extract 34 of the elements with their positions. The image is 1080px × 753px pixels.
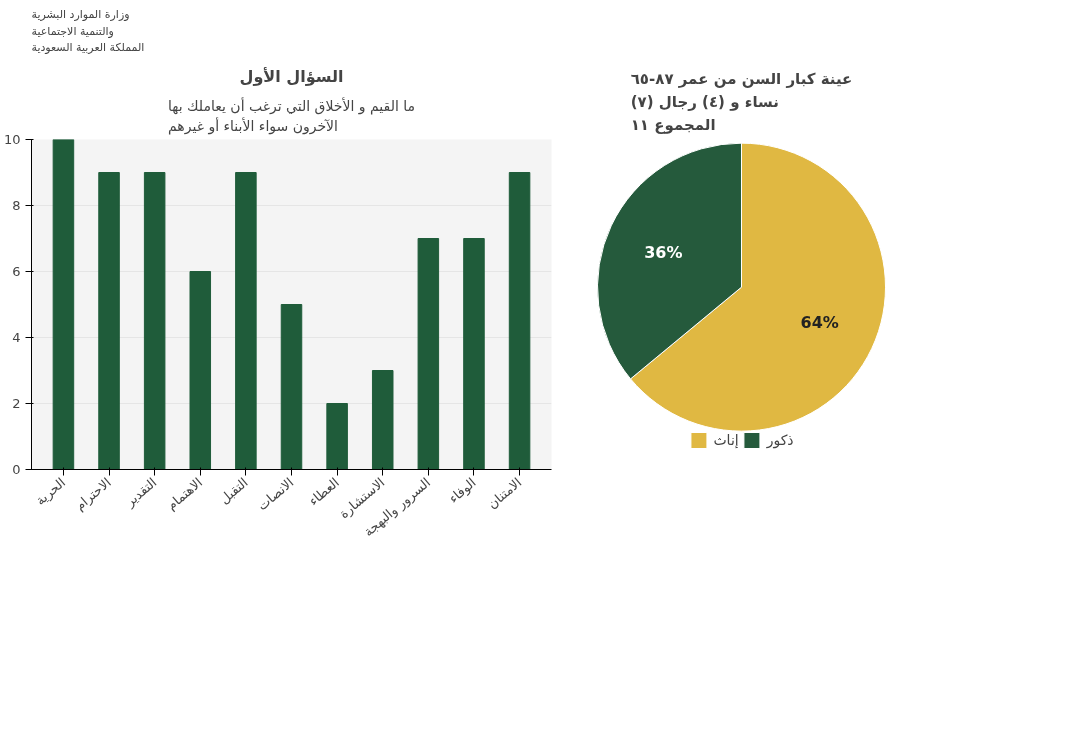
bar bbox=[52, 139, 75, 470]
y-tick-label: 2 bbox=[12, 396, 21, 411]
bar bbox=[463, 238, 485, 470]
y-tick-label: 6 bbox=[12, 264, 21, 279]
text: وزارة الموارد البشرية والتنمية الاجتماعية المملكة العربية السعودية bbox=[31, 7, 145, 55]
x-tick-label: الامتنان bbox=[484, 474, 525, 512]
data-label: 64% bbox=[800, 312, 839, 332]
bar bbox=[189, 271, 212, 470]
chart-subtitle: ما القيم و الأخلاق التي ترغب أن يعاملك بها الآخرون سواء الأبناء أو غيرهم bbox=[167, 96, 416, 136]
y-tick-label: 4 bbox=[12, 330, 21, 345]
bar bbox=[371, 370, 394, 470]
y-tick-label: 8 bbox=[12, 198, 21, 213]
x-tick-label: الاهتمام bbox=[163, 474, 206, 513]
bar bbox=[417, 238, 440, 470]
chart-title: عينة كبار السن من عمر ٨٧-٦٥ (٧) نساء و (٤) رجال المجموع ١١ bbox=[630, 69, 853, 135]
bar bbox=[143, 172, 166, 470]
data-label: 36% bbox=[644, 242, 683, 262]
legend-label: ذكور bbox=[766, 432, 794, 449]
x-tick-label: التقبل bbox=[216, 474, 251, 507]
bar bbox=[98, 172, 120, 470]
y-tick-label: 0 bbox=[12, 462, 21, 477]
x-tick-label: الوفاء bbox=[445, 474, 480, 507]
x-tick-label: الحرية bbox=[32, 474, 69, 509]
x-tick-label: التقدير bbox=[121, 474, 161, 511]
y-tick-label: 10 bbox=[3, 132, 21, 147]
bar bbox=[508, 172, 531, 470]
x-tick-label: العطاء bbox=[305, 474, 342, 509]
x-tick-label: الانصات bbox=[254, 474, 297, 514]
chart-title: السؤال الأول bbox=[239, 66, 344, 86]
bar bbox=[326, 403, 348, 470]
bar bbox=[280, 304, 303, 470]
bar bbox=[235, 172, 257, 470]
x-tick-label: الاحترام bbox=[72, 474, 115, 514]
legend-label: إناث bbox=[713, 432, 739, 449]
